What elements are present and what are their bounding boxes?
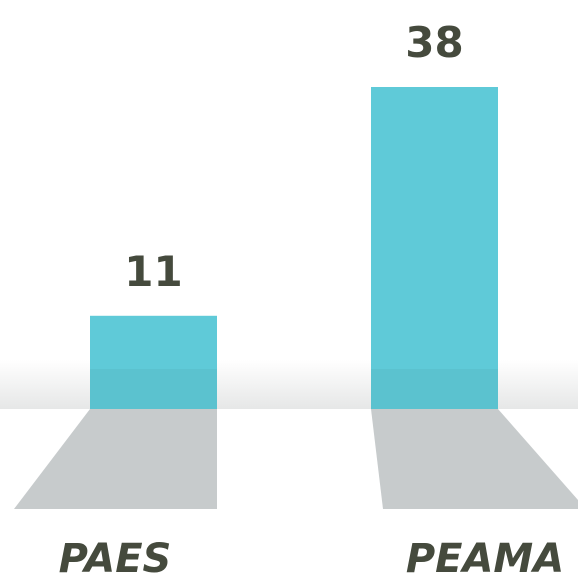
bar-shadow	[371, 409, 578, 509]
bar-shade	[371, 369, 498, 409]
value-label: 38	[405, 18, 463, 67]
bar	[371, 87, 498, 409]
plot: 11 PAES 38 PEAMA	[14, 18, 578, 575]
category-label: PAES	[59, 536, 172, 575]
bar	[90, 315, 217, 409]
value-label: 11	[124, 247, 182, 296]
bar-shadow	[14, 409, 217, 509]
category-label: PEAMA	[406, 536, 564, 575]
bar-shade	[90, 369, 217, 409]
